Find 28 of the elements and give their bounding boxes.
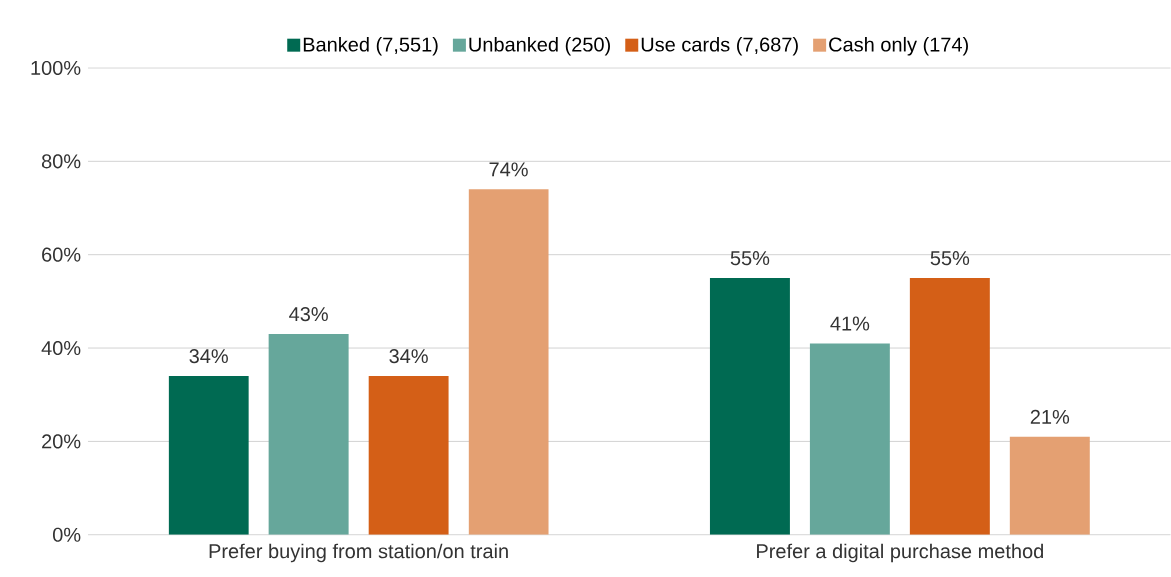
y-tick-label: 20% [42,434,81,449]
bar [709,278,790,535]
legend-label: Banked (7,551) [303,37,438,56]
data-label: 74% [489,162,528,177]
data-label: 55% [730,251,770,266]
y-tick-label: 60% [42,247,81,262]
data-label: 41% [830,316,870,331]
y-tick-label: 100% [31,61,81,76]
bar [468,189,549,535]
legend-label: Unbanked (250) [469,37,610,56]
data-label: 55% [930,251,970,266]
bar [809,343,890,535]
data-label: 34% [189,349,228,364]
x-tick-label: Prefer a digital purchase method [757,543,1043,563]
data-label: 34% [389,349,428,364]
x-tick-label: Prefer buying from station/on train [209,543,508,563]
data-label: 21% [1030,409,1070,424]
bar [368,376,449,535]
bar [909,278,990,535]
y-tick-label: 0% [53,527,81,542]
bar [168,376,249,535]
bar [1009,436,1090,535]
data-label: 43% [289,307,328,322]
y-tick-label: 40% [41,341,81,356]
legend-label: Cash only (174) [829,37,968,56]
y-tick-label: 80% [41,154,81,169]
legend-label: Use cards (7,687) [641,37,798,56]
bar [268,334,349,535]
